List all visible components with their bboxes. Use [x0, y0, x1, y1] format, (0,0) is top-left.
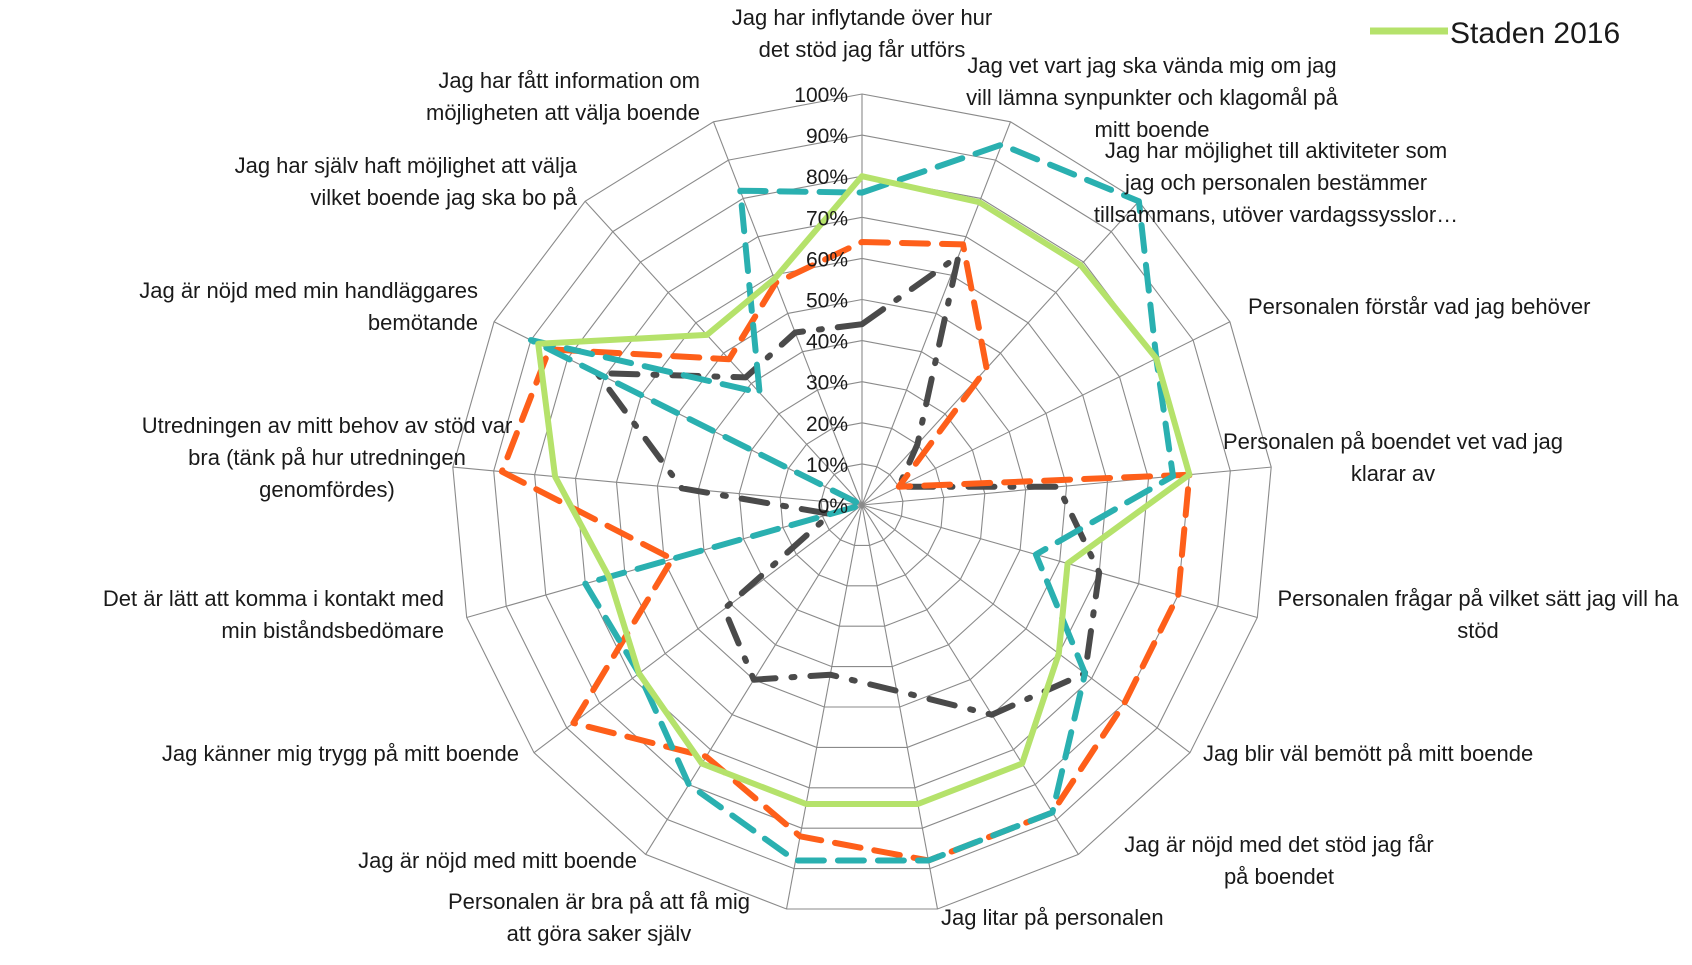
category-label-3: Personalen förstår vad jag behöver: [1248, 294, 1590, 319]
series-line-0: [535, 173, 1193, 807]
legend-label-staden-2016: Staden 2016: [1450, 17, 1620, 50]
radar-tick-labels: 0% 10% 20% 30% 40% 50% 60% 70% 80% 90% 100%: [794, 84, 848, 518]
spoke-1: [861, 121, 1012, 506]
spoke-2: [861, 200, 1140, 506]
tick-label-0: 0%: [818, 495, 848, 518]
category-label-14: Jag är nöjd med min handläggares bemötand…: [139, 278, 478, 335]
category-label-5: Personalen frågar på vilket sätt jag vil…: [1277, 586, 1679, 643]
category-label-10: Jag är nöjd med mitt boende: [358, 848, 637, 873]
spoke-8: [861, 504, 939, 910]
spoke-9: [785, 504, 863, 910]
category-label-16: Jag har fått information om möjligheten a…: [426, 68, 700, 125]
category-label-7: Jag är nöjd med det stöd jag får på boend…: [1124, 832, 1433, 889]
legend: Staden 2016: [1370, 17, 1620, 50]
category-label-6: Jag blir väl bemött på mitt boende: [1203, 741, 1533, 766]
radar-series: [498, 141, 1193, 864]
spoke-15: [584, 200, 863, 506]
spoke-11: [533, 504, 863, 754]
category-label-12: Det är lätt att komma i kontakt med min b…: [103, 586, 444, 643]
tick-label-9: 90%: [806, 125, 848, 148]
spoke-16: [712, 121, 863, 506]
grid-ring-9: [493, 134, 1231, 870]
spoke-13: [452, 466, 863, 506]
grid-ring-5: [656, 298, 1068, 708]
spoke-3: [861, 321, 1231, 506]
category-label-15: Jag har själv haft möjlighet att välja vi…: [235, 153, 578, 210]
grid-ring-4: [697, 340, 1027, 668]
tick-label-8: 80%: [806, 166, 848, 189]
tick-label-10: 100%: [794, 84, 848, 107]
grid-ring-6: [615, 257, 1109, 748]
tick-label-2: 20%: [806, 413, 848, 436]
tick-label-6: 60%: [806, 248, 848, 271]
tick-label-1: 10%: [806, 454, 848, 477]
tick-label-5: 50%: [806, 290, 848, 313]
category-label-8: Jag litar på personalen: [941, 905, 1164, 930]
category-label-13: Utredningen av mitt behov av stöd var bra…: [142, 413, 513, 502]
grid-ring-3: [738, 381, 986, 627]
grid-ring-7: [574, 216, 1150, 789]
spoke-4: [861, 466, 1272, 506]
category-label-2: Jag har möjlighet till aktiviteter som ja…: [1094, 138, 1458, 227]
spoke-6: [861, 504, 1191, 754]
category-label-1: Jag vet vart jag ska vända mig om jag vil…: [966, 53, 1339, 142]
radar-category-labels: Jag har inflytande över hur det stöd jag …: [103, 5, 1679, 946]
category-label-4: Personalen på boendet vet vad jag klarar …: [1223, 429, 1563, 486]
grid-ring-10: [452, 93, 1272, 910]
grid-ring-2: [779, 422, 945, 587]
tick-label-4: 40%: [806, 331, 848, 354]
tick-label-7: 70%: [806, 207, 848, 230]
spoke-7: [861, 504, 1079, 855]
category-label-0: Jag har inflytande över hur det stöd jag …: [732, 5, 993, 62]
series-line-1: [527, 141, 1176, 864]
spoke-5: [861, 504, 1258, 619]
category-label-11: Jag känner mig trygg på mitt boende: [162, 741, 519, 766]
tick-label-3: 30%: [806, 372, 848, 395]
category-label-9: Personalen är bra på att få mig att göra …: [448, 889, 750, 946]
